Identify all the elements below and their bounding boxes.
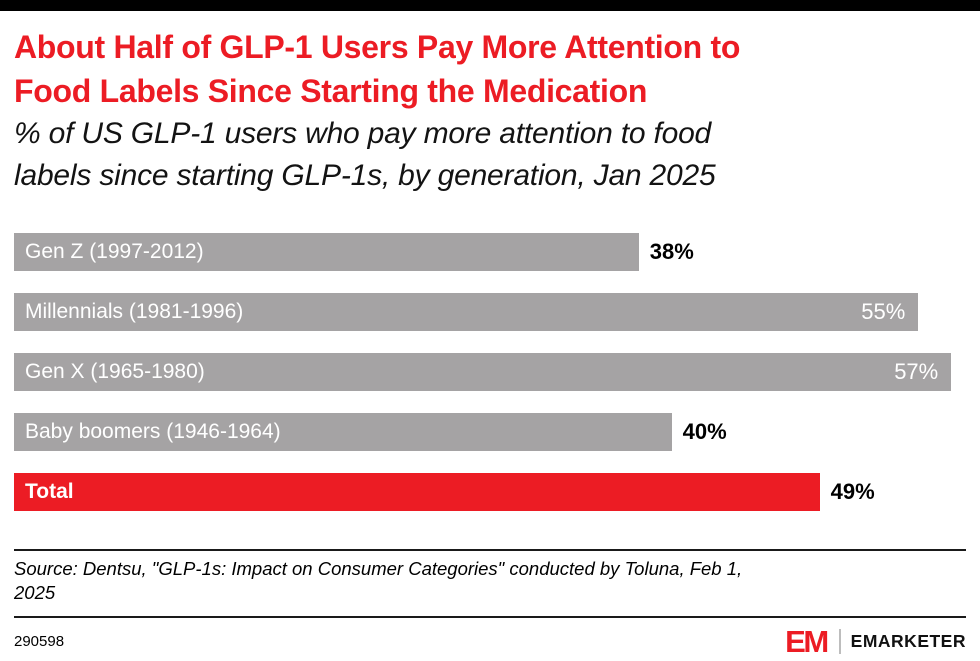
top-black-bar: [0, 0, 980, 11]
bar-row-baby-boomers-1946-1964: Baby boomers (1946-1964) 40%: [14, 413, 966, 452]
logo-divider: [838, 629, 841, 655]
bar-row-total: Total 49%: [14, 473, 966, 512]
emarketer-wordmark: EMARKETER: [850, 631, 966, 652]
bar-value-total: 49%: [830, 479, 875, 505]
chart-id: 290598: [14, 633, 65, 651]
bar-row-gen-x-1965-1980: Gen X (1965-1980) 57%: [14, 353, 966, 392]
bar-gen-x-1965-1980: Gen X (1965-1980) 57%: [14, 353, 952, 392]
emarketer-monogram-icon: EM: [785, 624, 829, 660]
bar-total: Total: [14, 473, 820, 512]
chart-content: About Half of GLP-1 Users Pay More Atten…: [0, 25, 980, 657]
chart-subtitle: % of US GLP-1 users who pay more attenti…: [14, 117, 716, 193]
bar-label-gen-z-1997-2012: Gen Z (1997-2012): [25, 240, 204, 264]
bar-chart: Gen Z (1997-2012) 38% Millennials (1981-19…: [14, 233, 966, 512]
footer-bar: 290598 EM EMARKETER: [14, 616, 966, 657]
bar-label-gen-x-1965-1980: Gen X (1965-1980): [25, 360, 205, 384]
chart-title: About Half of GLP-1 Users Pay More Atten…: [14, 29, 741, 110]
bar-row-millennials-1981-1996: Millennials (1981-1996) 55%: [14, 293, 966, 332]
source-note: Source: Dentsu, "GLP-1s: Impact on Consu…: [14, 549, 966, 616]
bar-value-gen-z-1997-2012: 38%: [649, 239, 694, 265]
bar-label-baby-boomers-1946-1964: Baby boomers (1946-1964): [25, 420, 281, 444]
bar-value-baby-boomers-1946-1964: 40%: [682, 419, 727, 445]
bar-row-gen-z-1997-2012: Gen Z (1997-2012) 38%: [14, 233, 966, 272]
bar-gen-z-1997-2012: Gen Z (1997-2012): [14, 233, 639, 272]
bar-baby-boomers-1946-1964: Baby boomers (1946-1964): [14, 413, 672, 452]
bar-millennials-1981-1996: Millennials (1981-1996) 55%: [14, 293, 919, 332]
emarketer-logo: EM EMARKETER: [785, 626, 966, 657]
bar-label-total: Total: [25, 480, 74, 504]
bar-label-millennials-1981-1996: Millennials (1981-1996): [25, 300, 244, 324]
bar-value-gen-x-1965-1980: 57%: [894, 359, 939, 385]
bar-value-millennials-1981-1996: 55%: [861, 299, 906, 325]
